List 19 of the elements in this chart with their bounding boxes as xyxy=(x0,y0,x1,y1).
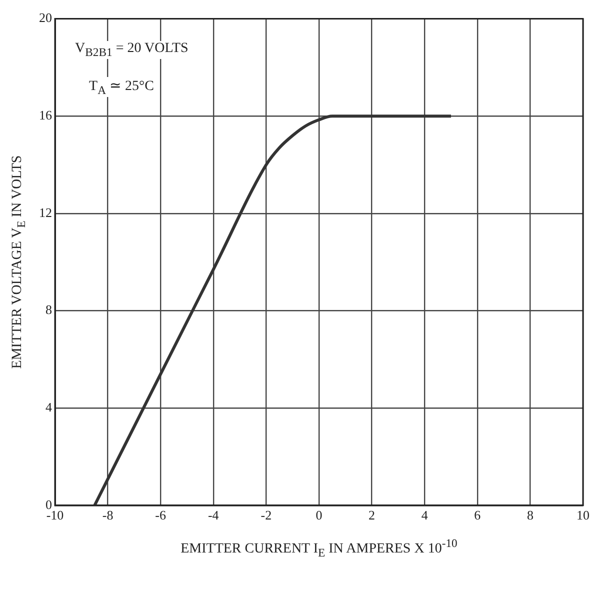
y-tick-label: 8 xyxy=(46,302,52,318)
x-tick-label: -4 xyxy=(208,508,220,523)
annotation: T$_{A}$ ≃ 25°C xyxy=(89,76,154,97)
x-tick-label: -2 xyxy=(260,508,272,523)
y-tick-label: 20 xyxy=(39,10,52,26)
y-tick-label: 12 xyxy=(39,204,52,220)
y-tick-label: 16 xyxy=(39,108,52,123)
x-tick-label: 0 xyxy=(316,508,322,523)
x-axis-title: EMITTER CURRENT I$_{E}$ IN AMPERES X 10$^{-10}$ xyxy=(180,537,458,560)
x-tick-label: 4 xyxy=(421,508,428,523)
x-tick-label: -6 xyxy=(155,508,167,523)
x-tick-label: -8 xyxy=(102,508,114,523)
x-tick-label: 8 xyxy=(526,508,534,523)
y-tick-label: 4 xyxy=(46,400,52,414)
x-tick-label: 6 xyxy=(474,508,482,523)
x-tick-label: 2 xyxy=(368,508,376,523)
annotation: V$_{B2B1}$ = 20 VOLTS xyxy=(75,40,188,59)
line-series xyxy=(93,114,452,506)
x-tick-label: 10 xyxy=(576,508,590,523)
